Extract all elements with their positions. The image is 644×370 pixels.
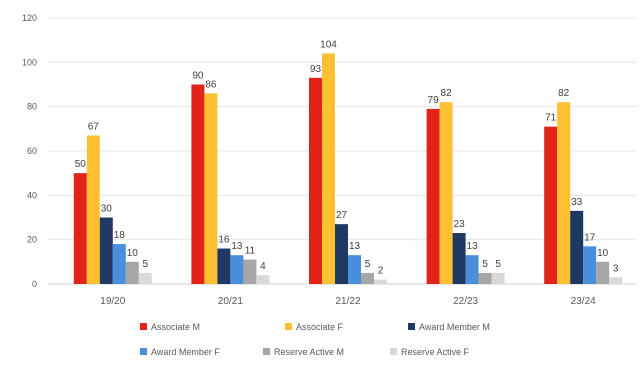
legend-swatch [408,323,415,330]
x-category-label: 23/24 [571,296,596,307]
bar [309,77,322,284]
bar [557,102,571,284]
data-label: 10 [127,248,139,259]
x-category-label: 20/21 [218,296,243,307]
data-label: 5 [143,259,149,270]
data-label: 11 [245,246,256,257]
bar [596,261,610,284]
data-label: 104 [320,39,337,50]
gridlines [48,17,636,285]
data-label: 50 [75,159,87,170]
data-label: 13 [467,241,479,252]
bar [217,248,231,284]
data-label: 10 [597,248,609,259]
bar [426,108,440,284]
bar [465,255,479,284]
bars [73,53,623,284]
legend-swatch [390,348,397,355]
bar [191,84,205,284]
x-category-label: 19/20 [100,296,125,307]
bar [256,275,270,284]
data-label: 5 [495,259,501,270]
data-label: 93 [310,64,322,75]
y-tick-label: 20 [27,235,37,245]
data-label: 3 [613,263,619,274]
legend-label: Award Member M [419,322,490,332]
legend-swatch [285,323,292,330]
data-label: 13 [231,241,243,252]
y-axis-ticks: 0 20 40 60 80 100 120 [22,13,37,289]
bar [112,244,126,284]
x-category-label: 21/22 [335,296,360,307]
data-label: 17 [584,232,596,243]
data-label: 5 [482,259,488,270]
bar [86,135,100,284]
y-tick-label: 40 [27,190,37,200]
y-tick-label: 100 [22,57,37,67]
y-tick-label: 60 [27,146,37,156]
y-tick-label: 80 [27,102,37,112]
data-label: 79 [428,95,440,106]
bar [99,217,113,284]
bar [478,272,492,284]
data-label: 86 [205,79,217,90]
bar [361,272,374,284]
data-label: 16 [218,235,230,246]
data-label: 67 [88,121,100,132]
bar [348,255,361,284]
data-label: 2 [378,266,384,277]
bar [322,53,335,284]
bar [73,173,87,284]
data-label: 90 [192,71,204,82]
data-label: 30 [101,204,113,215]
data-label: 5 [365,259,371,270]
legend-swatch [263,348,270,355]
data-label: 82 [558,88,570,99]
bar [491,272,505,284]
bar [374,279,387,284]
bar [204,93,218,284]
y-tick-label: 120 [22,13,37,23]
bar [243,259,257,284]
legend-label: Reserve Active F [401,347,470,357]
legend-label: Award Member F [151,347,220,357]
x-axis-categories: 19/20 20/21 21/22 22/23 23/24 [100,296,596,307]
bar [125,261,139,284]
data-label: 13 [349,241,361,252]
data-label: 27 [336,210,348,221]
y-tick-label: 0 [32,279,37,289]
legend-label: Reserve Active M [274,347,344,357]
bar [230,255,244,284]
bar [583,246,597,284]
x-category-label: 22/23 [453,296,478,307]
bar [452,233,466,284]
legend-swatch [140,323,147,330]
data-label: 18 [114,230,126,241]
legend-label: Associate F [296,322,344,332]
bar [439,102,453,284]
legend: Associate M Associate F Award Member M Awar… [140,322,490,357]
bar [609,277,623,284]
bar [138,272,152,284]
bar [570,210,584,284]
data-label: 4 [260,261,266,272]
data-label: 33 [571,197,583,208]
data-label: 71 [545,113,557,124]
legend-label: Associate M [151,322,200,332]
legend-swatch [140,348,147,355]
data-label: 82 [441,88,453,99]
bar [335,224,348,284]
bar [544,126,558,284]
data-label: 23 [454,219,466,230]
